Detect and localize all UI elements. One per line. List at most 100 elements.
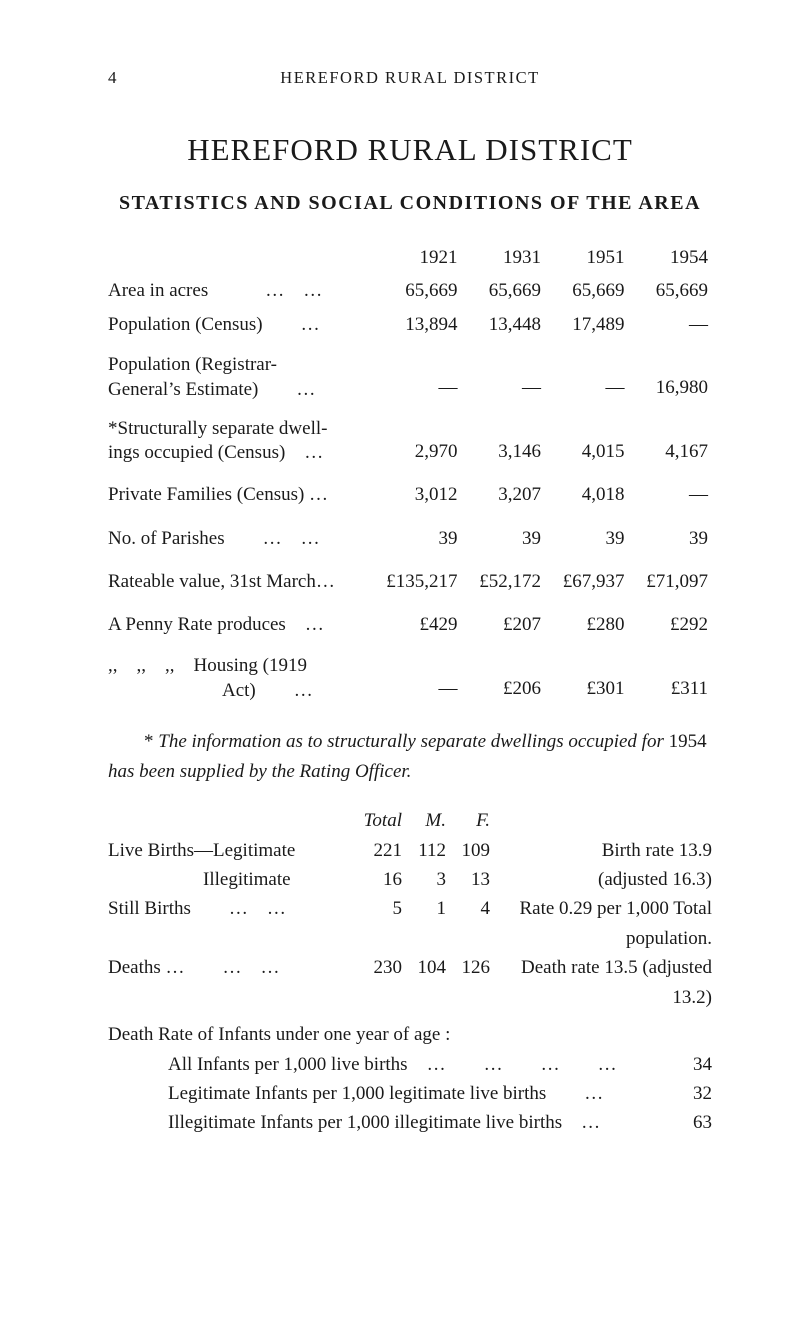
stats-cell: — bbox=[545, 373, 629, 402]
births-header: Total M. F. bbox=[108, 806, 712, 835]
stats-row-values: 3,0123,2074,018— bbox=[378, 480, 712, 509]
births-row-note: (adjusted 16.3) bbox=[490, 865, 712, 894]
births-cell: 230 bbox=[358, 953, 402, 982]
births-row-label bbox=[108, 924, 358, 953]
infant-rate-value: 63 bbox=[662, 1108, 712, 1137]
stats-cell: £135,217 bbox=[378, 567, 462, 596]
stats-row-values: 39393939 bbox=[378, 524, 712, 553]
births-row: 13.2) bbox=[108, 983, 712, 1012]
infant-rate-row: All Infants per 1,000 live births … … … … bbox=[108, 1050, 712, 1079]
stats-row-values: 2,9703,1464,0154,167 bbox=[378, 437, 712, 466]
infant-rate-value: 34 bbox=[662, 1050, 712, 1079]
stats-cell: 3,012 bbox=[378, 480, 462, 509]
stats-row: Area in acres … …65,66965,66965,66965,66… bbox=[108, 276, 712, 305]
births-row: Still Births … …514Rate 0.29 per 1,000 T… bbox=[108, 894, 712, 923]
year-col: 1954 bbox=[629, 243, 713, 272]
births-cell bbox=[358, 924, 402, 953]
stats-row-label: No. of Parishes … … bbox=[108, 524, 378, 553]
births-cell: 13 bbox=[446, 865, 490, 894]
stats-cell: 3,146 bbox=[462, 437, 546, 466]
births-row-note: population. bbox=[490, 924, 712, 953]
births-cell: 104 bbox=[402, 953, 446, 982]
page: 4 HEREFORD RURAL DISTRICT HEREFORD RURAL… bbox=[0, 0, 800, 1329]
births-row-note: Birth rate 13.9 bbox=[490, 836, 712, 865]
births-cell: 5 bbox=[358, 894, 402, 923]
births-row-label: Illegitimate bbox=[108, 865, 358, 894]
stats-cell: 13,448 bbox=[462, 310, 546, 339]
births-row: population. bbox=[108, 924, 712, 953]
stats-cell: 65,669 bbox=[378, 276, 462, 305]
stats-cell: 16,980 bbox=[629, 373, 713, 402]
births-row-note: Death rate 13.5 (adjusted bbox=[490, 953, 712, 982]
main-title: HEREFORD RURAL DISTRICT bbox=[108, 132, 712, 168]
death-rate-heading: Death Rate of Infants under one year of … bbox=[108, 1020, 712, 1049]
stats-cell: 4,015 bbox=[545, 437, 629, 466]
stats-header-row: 1921 1931 1951 1954 bbox=[108, 243, 712, 272]
page-number: 4 bbox=[108, 68, 138, 88]
stats-row-label: Population (Registrar-General’s Estimate… bbox=[108, 353, 378, 402]
stats-cell: 3,207 bbox=[462, 480, 546, 509]
stats-cell: 65,669 bbox=[462, 276, 546, 305]
births-row-note: 13.2) bbox=[490, 983, 712, 1012]
stats-cell: — bbox=[378, 674, 462, 703]
births-row: Illegitimate16313(adjusted 16.3) bbox=[108, 865, 712, 894]
infant-rate-text: All Infants per 1,000 live births … … … … bbox=[168, 1050, 662, 1079]
stats-cell: 39 bbox=[462, 524, 546, 553]
stats-row-values: £429£207£280£292 bbox=[378, 610, 712, 639]
births-cell bbox=[358, 983, 402, 1012]
births-row-label: Deaths … … … bbox=[108, 953, 358, 982]
stats-row-label: Area in acres … … bbox=[108, 276, 378, 305]
stats-cell: £67,937 bbox=[545, 567, 629, 596]
stats-cell: 65,669 bbox=[629, 276, 713, 305]
stats-cell: 39 bbox=[629, 524, 713, 553]
stats-cell: £52,172 bbox=[462, 567, 546, 596]
col-total: Total bbox=[358, 806, 402, 835]
stats-row-label: Private Families (Census) … bbox=[108, 480, 378, 509]
stats-cell: £301 bbox=[545, 674, 629, 703]
running-head-title: HEREFORD RURAL DISTRICT bbox=[138, 68, 682, 88]
stats-cell: 4,167 bbox=[629, 437, 713, 466]
subtitle: STATISTICS AND SOCIAL CONDITIONS OF THE … bbox=[108, 192, 712, 215]
stats-row-values: £135,217£52,172£67,937£71,097 bbox=[378, 567, 712, 596]
infant-rate-text: Legitimate Infants per 1,000 legitimate … bbox=[168, 1079, 662, 1108]
footnote: * The information as to structurally sep… bbox=[108, 727, 712, 786]
stats-cell: 65,669 bbox=[545, 276, 629, 305]
births-header-note bbox=[490, 806, 712, 835]
stats-cell: 4,018 bbox=[545, 480, 629, 509]
stats-cell: £71,097 bbox=[629, 567, 713, 596]
stats-row-label: A Penny Rate produces … bbox=[108, 610, 378, 639]
footnote-text-2: has been supplied by the Rating Officer. bbox=[108, 761, 411, 782]
stats-row: Population (Registrar-General’s Estimate… bbox=[108, 353, 712, 402]
year-col: 1931 bbox=[462, 243, 546, 272]
stats-cell: 13,894 bbox=[378, 310, 462, 339]
stats-cell: — bbox=[629, 310, 713, 339]
stats-cell: £292 bbox=[629, 610, 713, 639]
stats-table: 1921 1931 1951 1954 Area in acres … …65,… bbox=[108, 243, 712, 703]
running-head-spacer bbox=[682, 68, 712, 88]
stats-cell: £207 bbox=[462, 610, 546, 639]
births-row: Deaths … … …230104126Death rate 13.5 (ad… bbox=[108, 953, 712, 982]
births-row-label: Live Births—Legitimate bbox=[108, 836, 358, 865]
stats-row: A Penny Rate produces …£429£207£280£292 bbox=[108, 610, 712, 639]
births-header-blank bbox=[108, 806, 358, 835]
births-cell bbox=[446, 983, 490, 1012]
births-row-note: Rate 0.29 per 1,000 Total bbox=[490, 894, 712, 923]
births-cell: 112 bbox=[402, 836, 446, 865]
col-male: M. bbox=[402, 806, 446, 835]
stats-header-cols: 1921 1931 1951 1954 bbox=[378, 243, 712, 272]
year-col: 1951 bbox=[545, 243, 629, 272]
stats-row-label: Population (Census) … bbox=[108, 310, 378, 339]
stats-row-label: Rateable value, 31st March… bbox=[108, 567, 378, 596]
infant-rate-text: Illegitimate Infants per 1,000 illegitim… bbox=[168, 1108, 662, 1137]
stats-row: No. of Parishes … …39393939 bbox=[108, 524, 712, 553]
births-row-label bbox=[108, 983, 358, 1012]
col-female: F. bbox=[446, 806, 490, 835]
stats-row-values: —£206£301£311 bbox=[378, 674, 712, 703]
stats-cell: — bbox=[378, 373, 462, 402]
births-row: Live Births—Legitimate221112109Birth rat… bbox=[108, 836, 712, 865]
stats-cell: — bbox=[629, 480, 713, 509]
stats-row: Population (Census) …13,89413,44817,489— bbox=[108, 310, 712, 339]
births-cell bbox=[446, 924, 490, 953]
stats-row: *Structurally separate dwell-ings occupi… bbox=[108, 417, 712, 466]
stats-row: Rateable value, 31st March…£135,217£52,1… bbox=[108, 567, 712, 596]
